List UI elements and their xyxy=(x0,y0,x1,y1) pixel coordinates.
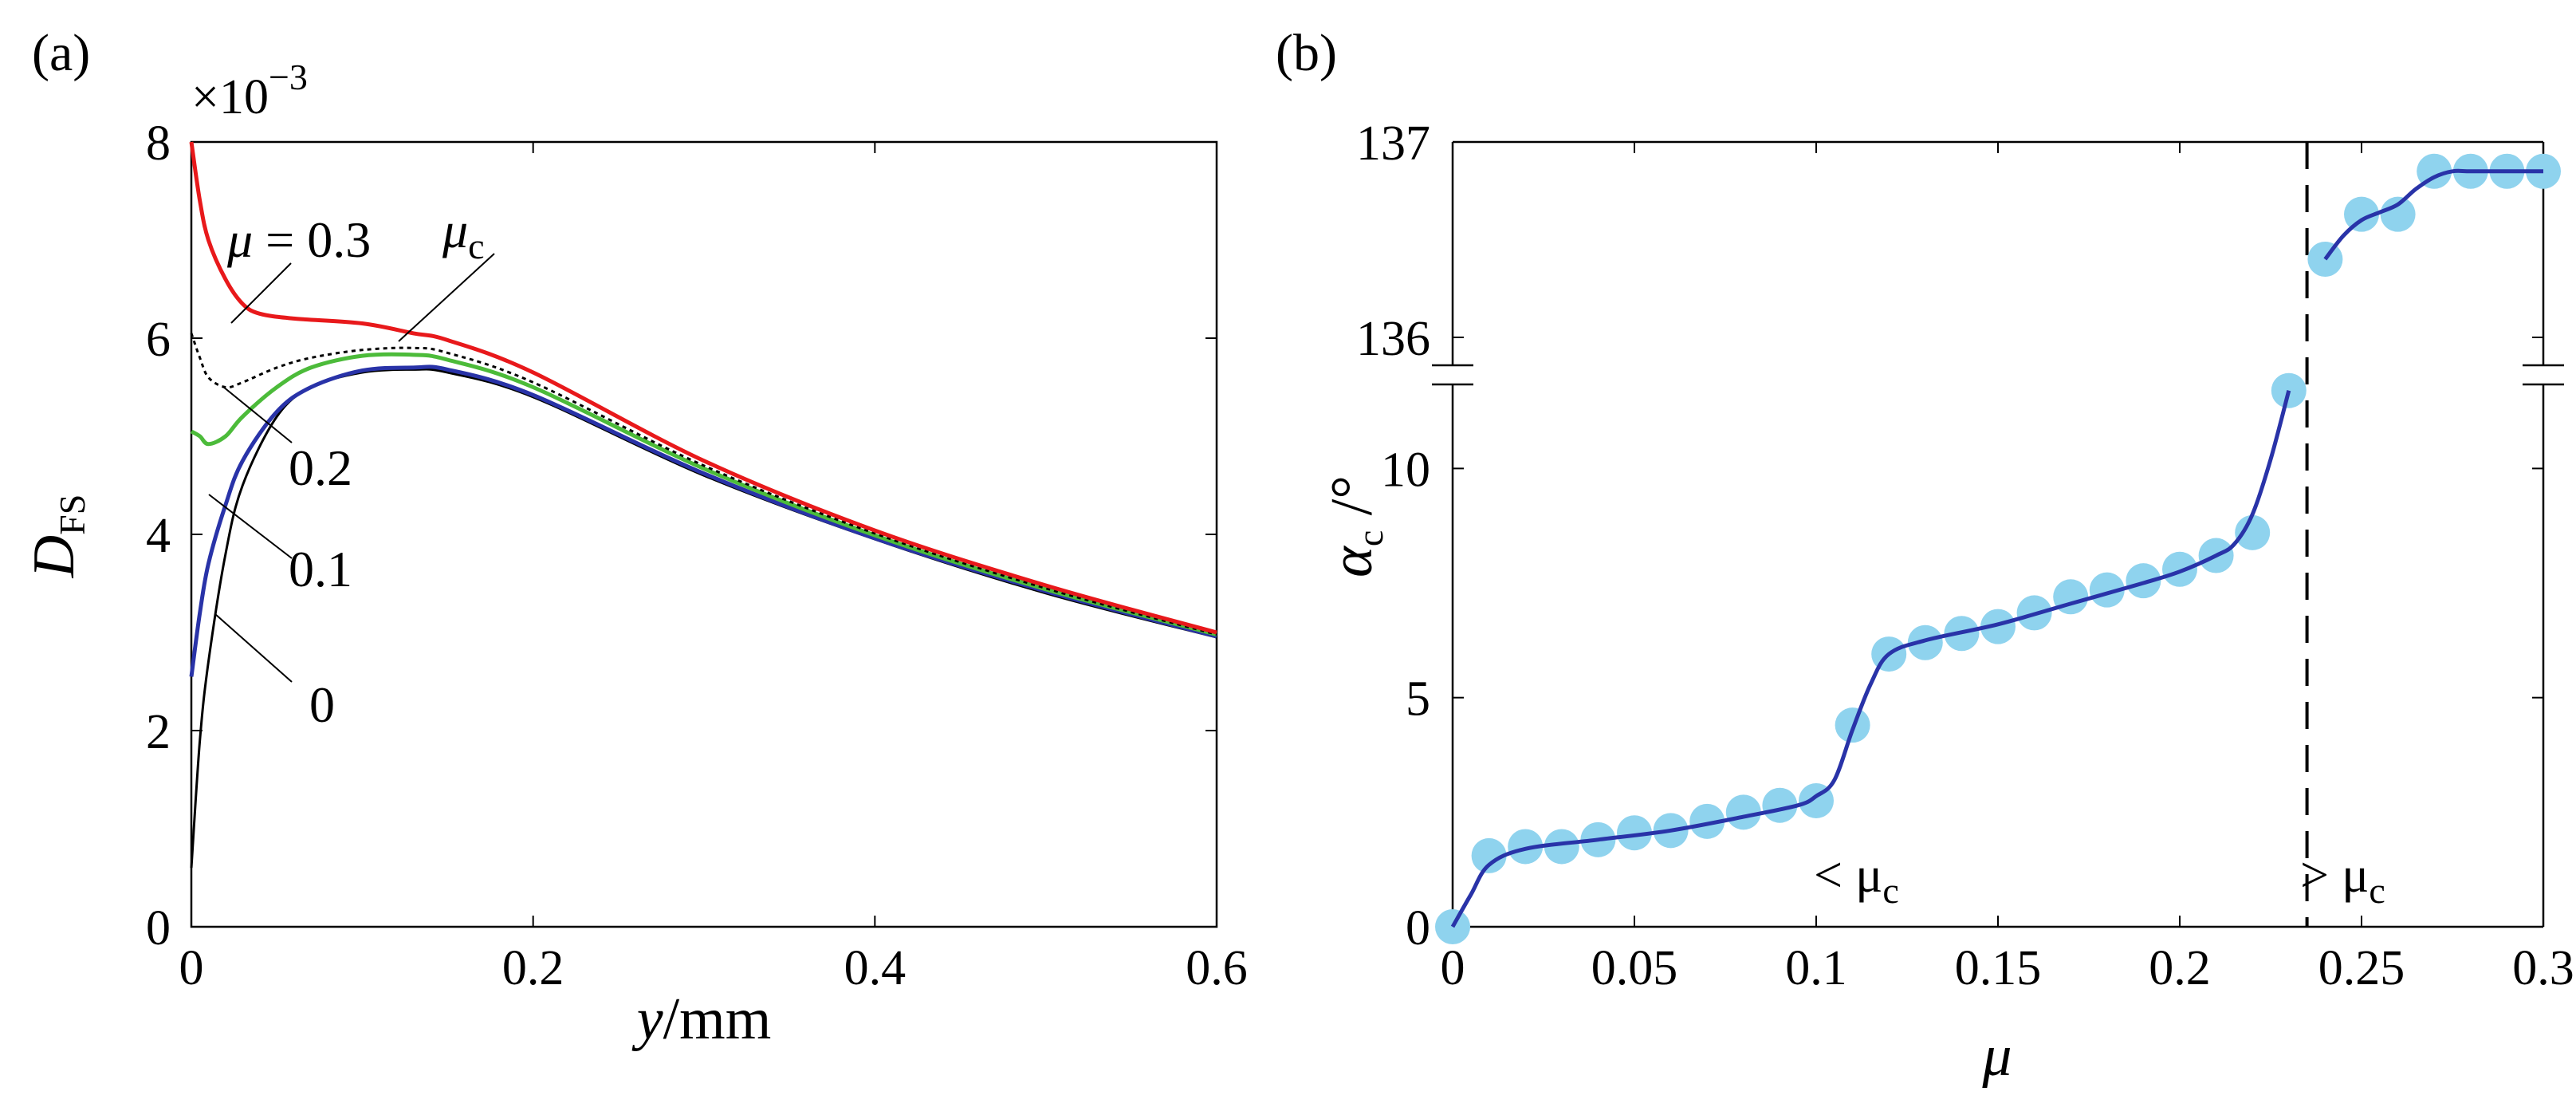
y-tick-label-b: 0 xyxy=(1406,901,1430,955)
x-tick-label-b: 0.25 xyxy=(2318,941,2405,995)
data-point xyxy=(2344,196,2379,232)
y-tick-label-b: 137 xyxy=(1356,116,1430,171)
y-tick-label-b: 5 xyxy=(1406,672,1430,727)
y-tick-label-b: 10 xyxy=(1381,443,1430,497)
x-axis-label-a: y/mm xyxy=(631,987,772,1052)
x-axis-var-a: y xyxy=(631,987,663,1052)
y-axis-main-b: α xyxy=(1319,545,1385,577)
data-point xyxy=(1689,803,1725,839)
svg-text:αc /°: αc /° xyxy=(1319,475,1390,577)
y-multiplier: ×10−3 xyxy=(191,57,308,124)
y-axis-sub-a: FS xyxy=(52,494,92,535)
series-line-0-3 xyxy=(189,141,1217,635)
panel-a: (a) 0 0.2 0.4 0.6 0 2 4 6 8 ×10−3 y/mm DFS μ = 0… xyxy=(22,24,1248,1052)
x-tick-label-a: 0.2 xyxy=(502,941,564,995)
annotation-right-sub: c xyxy=(2369,870,2385,911)
annotation-right-text: > μ xyxy=(2300,846,2369,903)
fit-line-upper xyxy=(2323,168,2543,261)
x-tick-label-b: 0.05 xyxy=(1591,941,1678,995)
series-line-0-2 xyxy=(190,352,1217,636)
plot-b-data xyxy=(1435,142,2561,944)
data-point xyxy=(1725,794,1761,830)
x-tick-label-b: 0.1 xyxy=(1785,941,1847,995)
label-mu-c: μc xyxy=(442,202,485,266)
plot-a-ticks: 0 0.2 0.4 0.6 0 2 4 6 8 xyxy=(146,116,1248,995)
series-line-0-1 xyxy=(189,364,1217,677)
label-mu-0-3: μ = 0.3 xyxy=(226,211,371,268)
plot-b-frame xyxy=(1432,140,2564,928)
y-multiplier-base: ×10 xyxy=(191,70,269,124)
data-point xyxy=(2089,572,2125,608)
annotation-above-critical: > μc xyxy=(2300,846,2385,911)
y-tick-label-a: 0 xyxy=(146,901,171,955)
data-point xyxy=(1471,837,1507,873)
x-tick-label-b: 0.2 xyxy=(2149,941,2211,995)
y-axis-label-a: DFS xyxy=(22,494,92,579)
leader-mu-c xyxy=(398,253,495,342)
data-point xyxy=(1980,609,2016,644)
data-point xyxy=(1544,829,1579,865)
y-multiplier-exp: −3 xyxy=(269,57,308,97)
annotation-below-critical: < μc xyxy=(1814,846,1899,911)
y-tick-label-a: 4 xyxy=(146,509,171,563)
x-tick-label-a: 0.6 xyxy=(1186,941,1248,995)
y-axis-label-b: αc /° xyxy=(1319,475,1390,577)
x-tick-label-a: 0 xyxy=(179,941,204,995)
annotation-left-sub: c xyxy=(1882,870,1898,911)
label-0-2: 0.2 xyxy=(289,439,352,496)
x-tick-label-b: 0.15 xyxy=(1955,941,2042,995)
annotation-left-text: < μ xyxy=(1814,846,1882,903)
y-axis-main-a: D xyxy=(22,535,87,578)
plot-a-series xyxy=(189,141,1217,869)
plot-b-ticks: 0 0.05 0.1 0.15 0.2 0.25 0.3 0 5 10 136 137 xyxy=(1356,116,2574,995)
x-tick-label-a: 0.4 xyxy=(844,941,907,995)
label-0-1: 0.1 xyxy=(289,541,352,597)
data-point xyxy=(2126,563,2161,599)
data-point xyxy=(2162,551,2197,587)
y-tick-label-a: 6 xyxy=(146,313,171,367)
leader-mu-0-3 xyxy=(230,262,292,324)
x-axis-unit-a: /mm xyxy=(663,987,772,1052)
panel-b: (b) 0 0.05 0.1 0.15 0.2 0.25 0.3 0 5 10 136 137 μ α… xyxy=(1276,24,2574,1089)
y-tick-label-a: 2 xyxy=(146,705,171,759)
data-point xyxy=(1508,829,1544,865)
x-axis-label-b: μ xyxy=(1981,1023,2012,1089)
data-point xyxy=(1762,787,1798,823)
label-0: 0 xyxy=(309,676,335,733)
leader-lines xyxy=(208,253,495,683)
fit-line-lower xyxy=(1450,390,2291,928)
x-tick-label-b: 0.3 xyxy=(2512,941,2574,995)
panel-b-label: (b) xyxy=(1276,24,1337,82)
x-tick-label-b: 0 xyxy=(1441,941,1465,995)
y-axis-sub-b: c xyxy=(1350,530,1390,546)
series-line-c xyxy=(190,333,1217,636)
data-point xyxy=(1617,815,1652,851)
data-point xyxy=(2235,514,2271,550)
data-point xyxy=(2380,196,2416,232)
data-point xyxy=(1907,624,1943,660)
svg-text:DFS: DFS xyxy=(22,494,92,579)
panel-a-label: (a) xyxy=(32,24,90,82)
y-axis-unit-b: /° xyxy=(1319,475,1385,530)
leader-0-1 xyxy=(208,494,293,559)
leader-0 xyxy=(214,613,293,683)
leader-0-2 xyxy=(222,386,293,443)
y-tick-label-a: 8 xyxy=(146,116,171,171)
y-tick-label-b: 136 xyxy=(1356,312,1430,366)
